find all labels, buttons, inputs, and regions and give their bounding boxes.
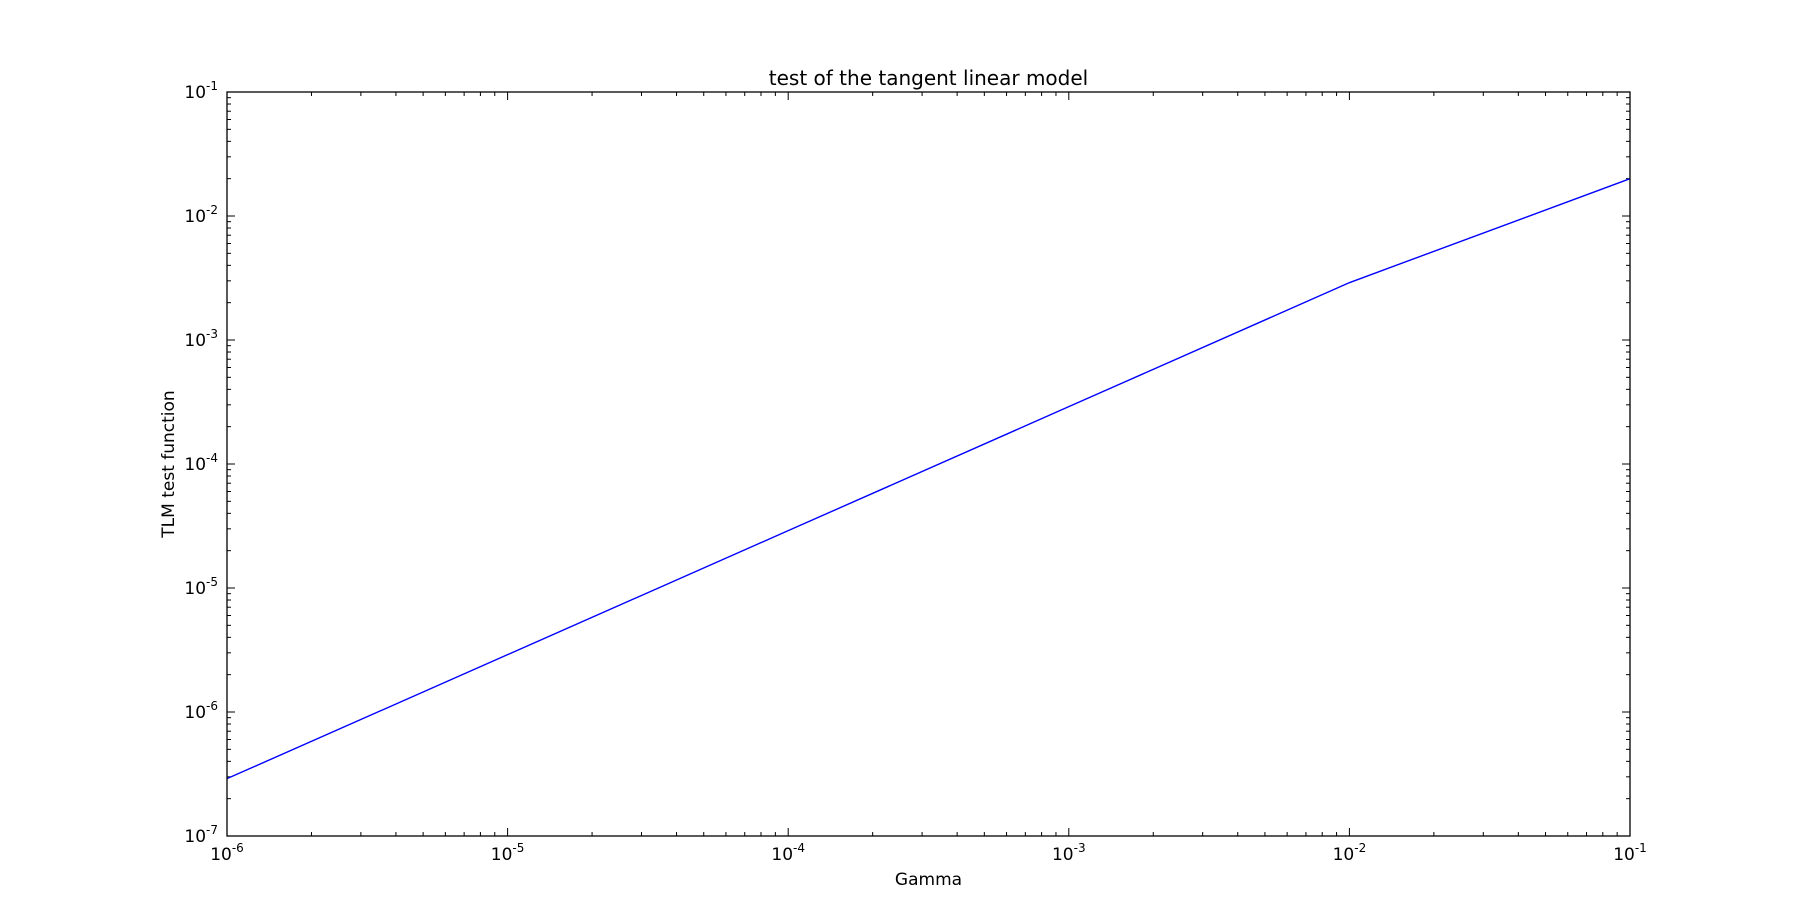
y-tick-label-exp: -1 <box>206 79 218 93</box>
x-tick-label-exp: -4 <box>793 841 805 855</box>
y-axis-label: TLM test function <box>159 390 179 538</box>
y-tick-label-base: 10 <box>184 703 206 723</box>
x-tick-label-base: 10 <box>210 845 232 865</box>
series-layer <box>226 178 1631 780</box>
x-tick-label: 10-2 <box>1333 841 1367 865</box>
y-tick-label-exp: -5 <box>206 575 218 589</box>
y-tick-label-base: 10 <box>184 827 206 847</box>
y-tick-label: 10-2 <box>184 203 218 227</box>
x-tick-label-base: 10 <box>1613 845 1635 865</box>
series-line <box>226 178 1631 780</box>
y-tick-label-exp: -4 <box>206 451 218 465</box>
y-tick-label-base: 10 <box>184 331 206 351</box>
x-tick-label: 10-1 <box>1613 841 1647 865</box>
x-tick-label-base: 10 <box>1333 845 1355 865</box>
x-tick-label-base: 10 <box>491 845 513 865</box>
y-tick-label-exp: -2 <box>206 203 218 217</box>
y-tick-label-base: 10 <box>184 83 206 103</box>
x-tick-label-exp: -6 <box>232 841 244 855</box>
y-tick-label: 10-4 <box>184 451 218 475</box>
y-tick-label-base: 10 <box>184 207 206 227</box>
x-tick-label-exp: -3 <box>1074 841 1086 855</box>
x-tick-label-base: 10 <box>1052 845 1074 865</box>
plot-frame <box>226 91 1631 837</box>
y-tick-label: 10-1 <box>184 79 218 103</box>
x-tick-label-base: 10 <box>771 845 793 865</box>
y-tick-label-base: 10 <box>184 579 206 599</box>
x-tick-label: 10-4 <box>771 841 805 865</box>
x-tick-label: 10-3 <box>1052 841 1086 865</box>
x-tick-label-exp: -1 <box>1635 841 1647 855</box>
x-tick-labels: 10-6 10-5 10-4 10-3 10-2 10-1 <box>210 841 1647 865</box>
y-tick-label: 10-7 <box>184 823 218 847</box>
x-tick-label-exp: -2 <box>1354 841 1366 855</box>
minor-ticks <box>227 92 1630 836</box>
x-tick-label: 10-5 <box>491 841 525 865</box>
y-tick-label: 10-5 <box>184 575 218 599</box>
y-tick-labels: 10-710-610-510-410-310-210-1 <box>184 79 218 847</box>
chart-title: test of the tangent linear model <box>769 66 1088 90</box>
x-axis-label: Gamma <box>895 870 962 890</box>
x-tick-label-exp: -5 <box>512 841 524 855</box>
y-tick-label: 10-3 <box>184 327 218 351</box>
y-tick-label-exp: -7 <box>206 823 218 837</box>
x-tick-label: 10-6 <box>210 841 244 865</box>
y-tick-label-exp: -6 <box>206 699 218 713</box>
y-tick-label-exp: -3 <box>206 327 218 341</box>
y-tick-label-base: 10 <box>184 455 206 475</box>
y-tick-label: 10-6 <box>184 699 218 723</box>
